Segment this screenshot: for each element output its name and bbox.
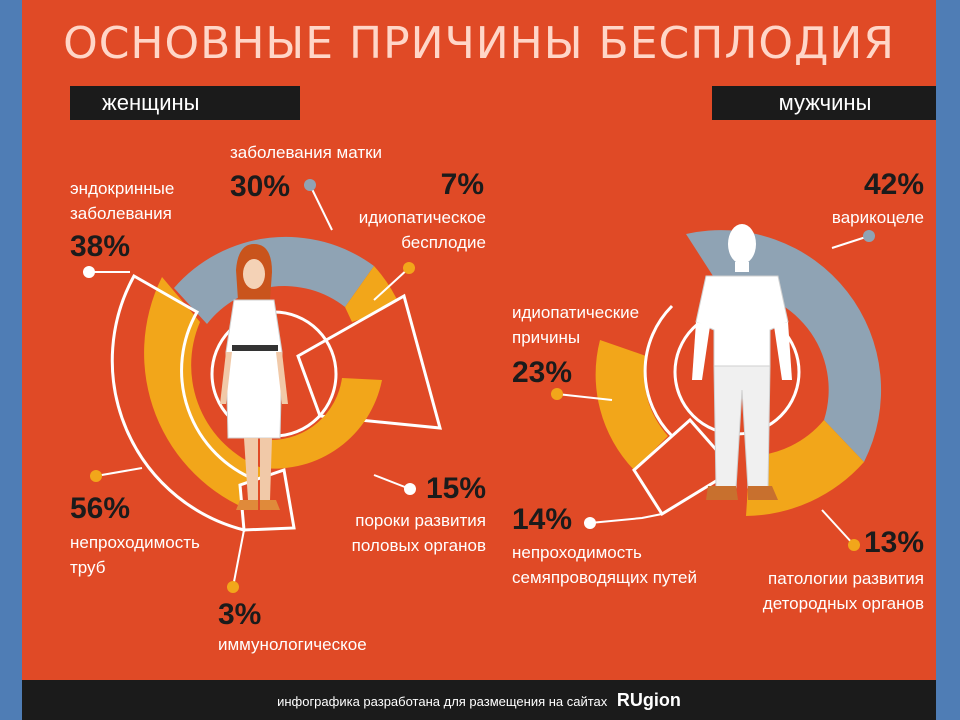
women-pct-immunological: 3% xyxy=(218,598,262,631)
page-title: ОСНОВНЫЕ ПРИЧИНЫ БЕСПЛОДИЯ xyxy=(63,18,895,69)
infographic-panel: ОСНОВНЫЕ ПРИЧИНЫ БЕСПЛОДИЯ женщины мужчи… xyxy=(22,0,936,720)
footer: инфографика разработана для размещения н… xyxy=(22,680,936,720)
women-pct-tubal: 56% xyxy=(70,492,131,525)
women-segment-tubal xyxy=(144,277,262,512)
women-pct-idiopathic: 7% xyxy=(440,168,484,201)
men-header: мужчины xyxy=(712,86,936,120)
women-pct-malformation: 15% xyxy=(425,472,486,505)
women-segment-uterine xyxy=(174,236,374,324)
men-segment-idiopathic xyxy=(595,340,668,470)
women-segment-endocrine xyxy=(110,273,258,532)
women-label-tubal: непроходимость труб xyxy=(70,533,200,577)
man-figure xyxy=(692,224,792,500)
men-segment-pathology xyxy=(746,420,864,516)
men-label-varicocele: варикоцеле xyxy=(831,208,924,227)
men-outer-arc xyxy=(643,304,674,438)
women-label-immunological: иммунологическое xyxy=(218,635,367,654)
women-label-malformation: пороки развития половых органов xyxy=(351,511,486,555)
men-label-idiopathic: идиопатические причины xyxy=(512,303,640,347)
footer-text: инфографика разработана для размещения н… xyxy=(277,694,608,709)
women-pointers xyxy=(83,179,416,593)
men-label-pathology: патологии развития детородных органов xyxy=(762,569,924,613)
women-pct-uterine: 30% xyxy=(230,170,291,203)
men-pct-obstruction: 14% xyxy=(512,503,573,536)
women-label-idiopathic: идиопатическое бесплодие xyxy=(358,208,486,252)
infographic-graphics xyxy=(83,179,882,593)
footer-brand: RUgion xyxy=(616,690,681,710)
women-label-endocrine: эндокринные заболевания xyxy=(70,179,175,223)
woman-figure xyxy=(220,244,288,510)
men-pointers xyxy=(551,230,875,551)
men-pct-idiopathic: 23% xyxy=(512,356,573,389)
men-label-obstruction: непроходимость семяпроводящих путей xyxy=(512,543,697,587)
women-pct-endocrine: 38% xyxy=(70,230,131,263)
men-pct-pathology: 13% xyxy=(863,526,924,559)
women-label-uterine: заболевания матки xyxy=(230,143,383,162)
women-inner-yellow-arc xyxy=(262,378,382,469)
women-header: женщины xyxy=(70,86,300,120)
men-pct-varicocele: 42% xyxy=(863,168,924,201)
